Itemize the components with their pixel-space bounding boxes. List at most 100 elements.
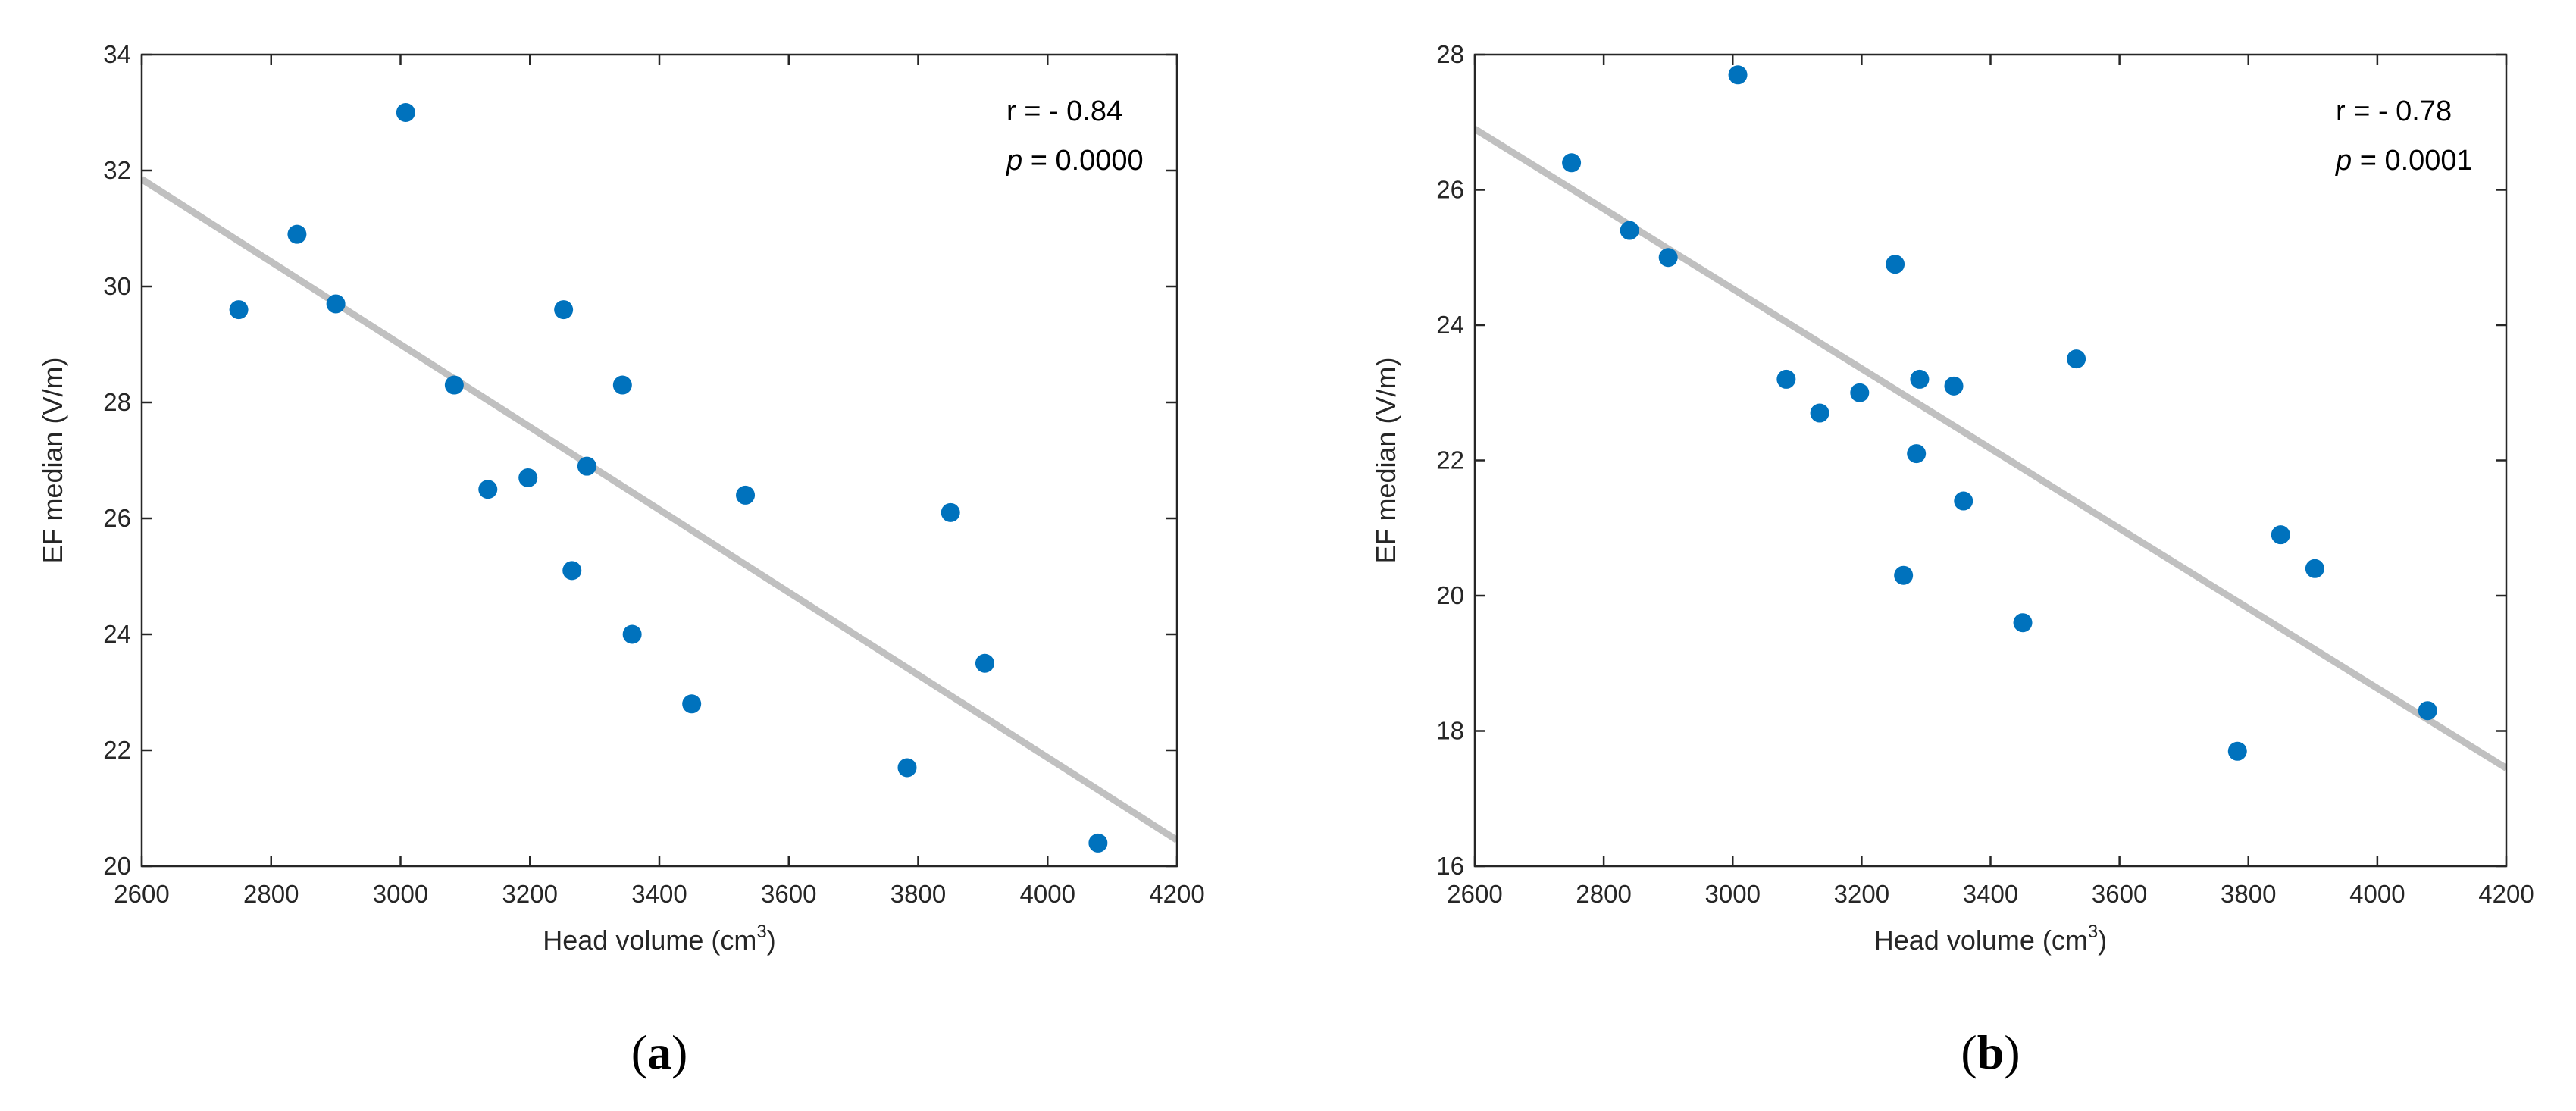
data-point <box>1907 444 1927 464</box>
panel-letter: b <box>1977 1025 2005 1079</box>
x-axis-unit-exponent: 3 <box>2088 922 2098 942</box>
y-tick-label: 16 <box>1436 852 1464 880</box>
data-point <box>478 480 498 499</box>
data-point <box>1954 491 1973 511</box>
x-tick-label: 3600 <box>761 880 816 908</box>
panel-b: 2600 2800 3000 3200 3400 3600 3800 4000 4200 161… <box>1370 40 2534 1079</box>
x-axis-label: Head volume (cm3) <box>543 922 775 956</box>
y-tick-label: 30 <box>103 272 131 300</box>
y-tick-label: 20 <box>1436 581 1464 609</box>
y-tick-label: 26 <box>1436 176 1464 204</box>
x-ticks: 2600 2800 3000 3200 3400 3600 3800 4000 4200 <box>1447 55 2534 908</box>
panel-label-a: (a) <box>631 1025 688 1079</box>
x-tick-label: 2800 <box>1576 880 1631 908</box>
x-tick-label: 4000 <box>2349 880 2405 908</box>
data-point <box>1620 221 1639 240</box>
y-ticks: 16 18 20 22 24 26 28 <box>1436 40 2506 880</box>
y-tick-label: 22 <box>103 736 131 764</box>
x-tick-label: 2600 <box>114 880 169 908</box>
data-point <box>1728 65 1748 85</box>
data-point <box>2271 525 2290 545</box>
data-point <box>1658 248 1678 268</box>
x-ticks: 2600 2800 3000 3200 3400 3600 3800 4000 4200 <box>114 55 1205 908</box>
data-point <box>2305 559 2324 578</box>
panel-a: 2600 2800 3000 3200 3400 3600 3800 4000 4200 202… <box>37 40 1205 1079</box>
correlation-r-text: r = - 0.84 <box>1006 95 1122 127</box>
data-point <box>2418 701 2437 721</box>
data-point <box>1910 369 1930 389</box>
x-tick-label: 3800 <box>2221 880 2276 908</box>
x-tick-label: 3000 <box>373 880 428 908</box>
p-symbol: p <box>2335 145 2352 177</box>
correlation-r-text: r = - 0.78 <box>2336 95 2452 127</box>
data-point <box>518 468 538 487</box>
data-point <box>562 561 582 581</box>
x-tick-label: 3200 <box>502 880 558 908</box>
x-tick-label: 4000 <box>1020 880 1075 908</box>
data-point <box>2067 349 2086 369</box>
data-point <box>2013 613 2033 633</box>
data-point <box>1894 565 1914 585</box>
data-point <box>975 653 994 673</box>
y-ticks: 20 22 24 26 28 30 32 34 <box>103 40 1177 880</box>
y-tick-label: 34 <box>103 40 131 68</box>
x-axis-label-text: Head volume <box>543 925 703 956</box>
data-point <box>229 300 249 320</box>
x-axis-label-text: Head volume <box>1874 925 2035 956</box>
p-value-text: p = 0.0001 <box>2335 145 2473 177</box>
data-point <box>1850 383 1870 402</box>
y-tick-label: 24 <box>103 620 131 648</box>
y-axis-label: EF median (V/m) <box>1370 357 1401 563</box>
y-tick-label: 20 <box>103 852 131 880</box>
p-value: = 0.0000 <box>1022 145 1144 177</box>
data-point <box>554 300 574 320</box>
x-tick-label: 2600 <box>1447 880 1502 908</box>
data-point <box>682 694 702 714</box>
data-point <box>897 758 917 778</box>
data-point <box>577 456 596 476</box>
y-tick-label: 32 <box>103 156 131 184</box>
x-tick-label: 4200 <box>2478 880 2534 908</box>
x-tick-label: 2800 <box>243 880 299 908</box>
p-value: = 0.0001 <box>2352 145 2473 177</box>
x-tick-label: 3000 <box>1705 880 1761 908</box>
y-tick-label: 18 <box>1436 717 1464 745</box>
data-point <box>941 502 960 522</box>
data-point <box>1776 369 1796 389</box>
regression-line <box>142 176 1177 843</box>
data-point <box>396 103 415 122</box>
points-layer <box>229 103 1108 853</box>
regression-line <box>1475 126 2506 771</box>
data-point <box>444 375 464 395</box>
panel-letter: a <box>647 1025 671 1079</box>
y-tick-label: 22 <box>1436 446 1464 474</box>
y-axis-label: EF median (V/m) <box>37 357 68 563</box>
data-point <box>1886 255 1905 274</box>
data-point <box>287 224 307 244</box>
fit-line-layer <box>142 176 1177 843</box>
data-point <box>326 294 346 314</box>
x-axis-label: Head volume (cm3) <box>1874 922 2107 956</box>
x-tick-label: 3200 <box>1834 880 1889 908</box>
p-symbol: p <box>1006 145 1022 177</box>
y-tick-label: 28 <box>1436 40 1464 68</box>
x-axis-unit-exponent: 3 <box>756 922 766 942</box>
data-point <box>612 375 632 395</box>
x-tick-label: 3800 <box>890 880 946 908</box>
data-point <box>1944 376 1964 396</box>
data-point <box>1088 833 1108 853</box>
data-point <box>2227 741 2247 761</box>
y-tick-label: 26 <box>103 504 131 532</box>
x-tick-label: 3600 <box>2092 880 2147 908</box>
points-layer <box>1562 65 2437 761</box>
data-point <box>1562 153 1582 173</box>
y-tick-label: 24 <box>1436 311 1464 339</box>
y-tick-label: 28 <box>103 388 131 416</box>
x-tick-label: 3400 <box>1963 880 2018 908</box>
x-tick-label: 4200 <box>1149 880 1204 908</box>
x-tick-label: 3400 <box>631 880 687 908</box>
p-value-text: p = 0.0000 <box>1006 145 1144 177</box>
fit-line-layer <box>1475 126 2506 771</box>
x-axis-unit: cm <box>2052 925 2088 956</box>
